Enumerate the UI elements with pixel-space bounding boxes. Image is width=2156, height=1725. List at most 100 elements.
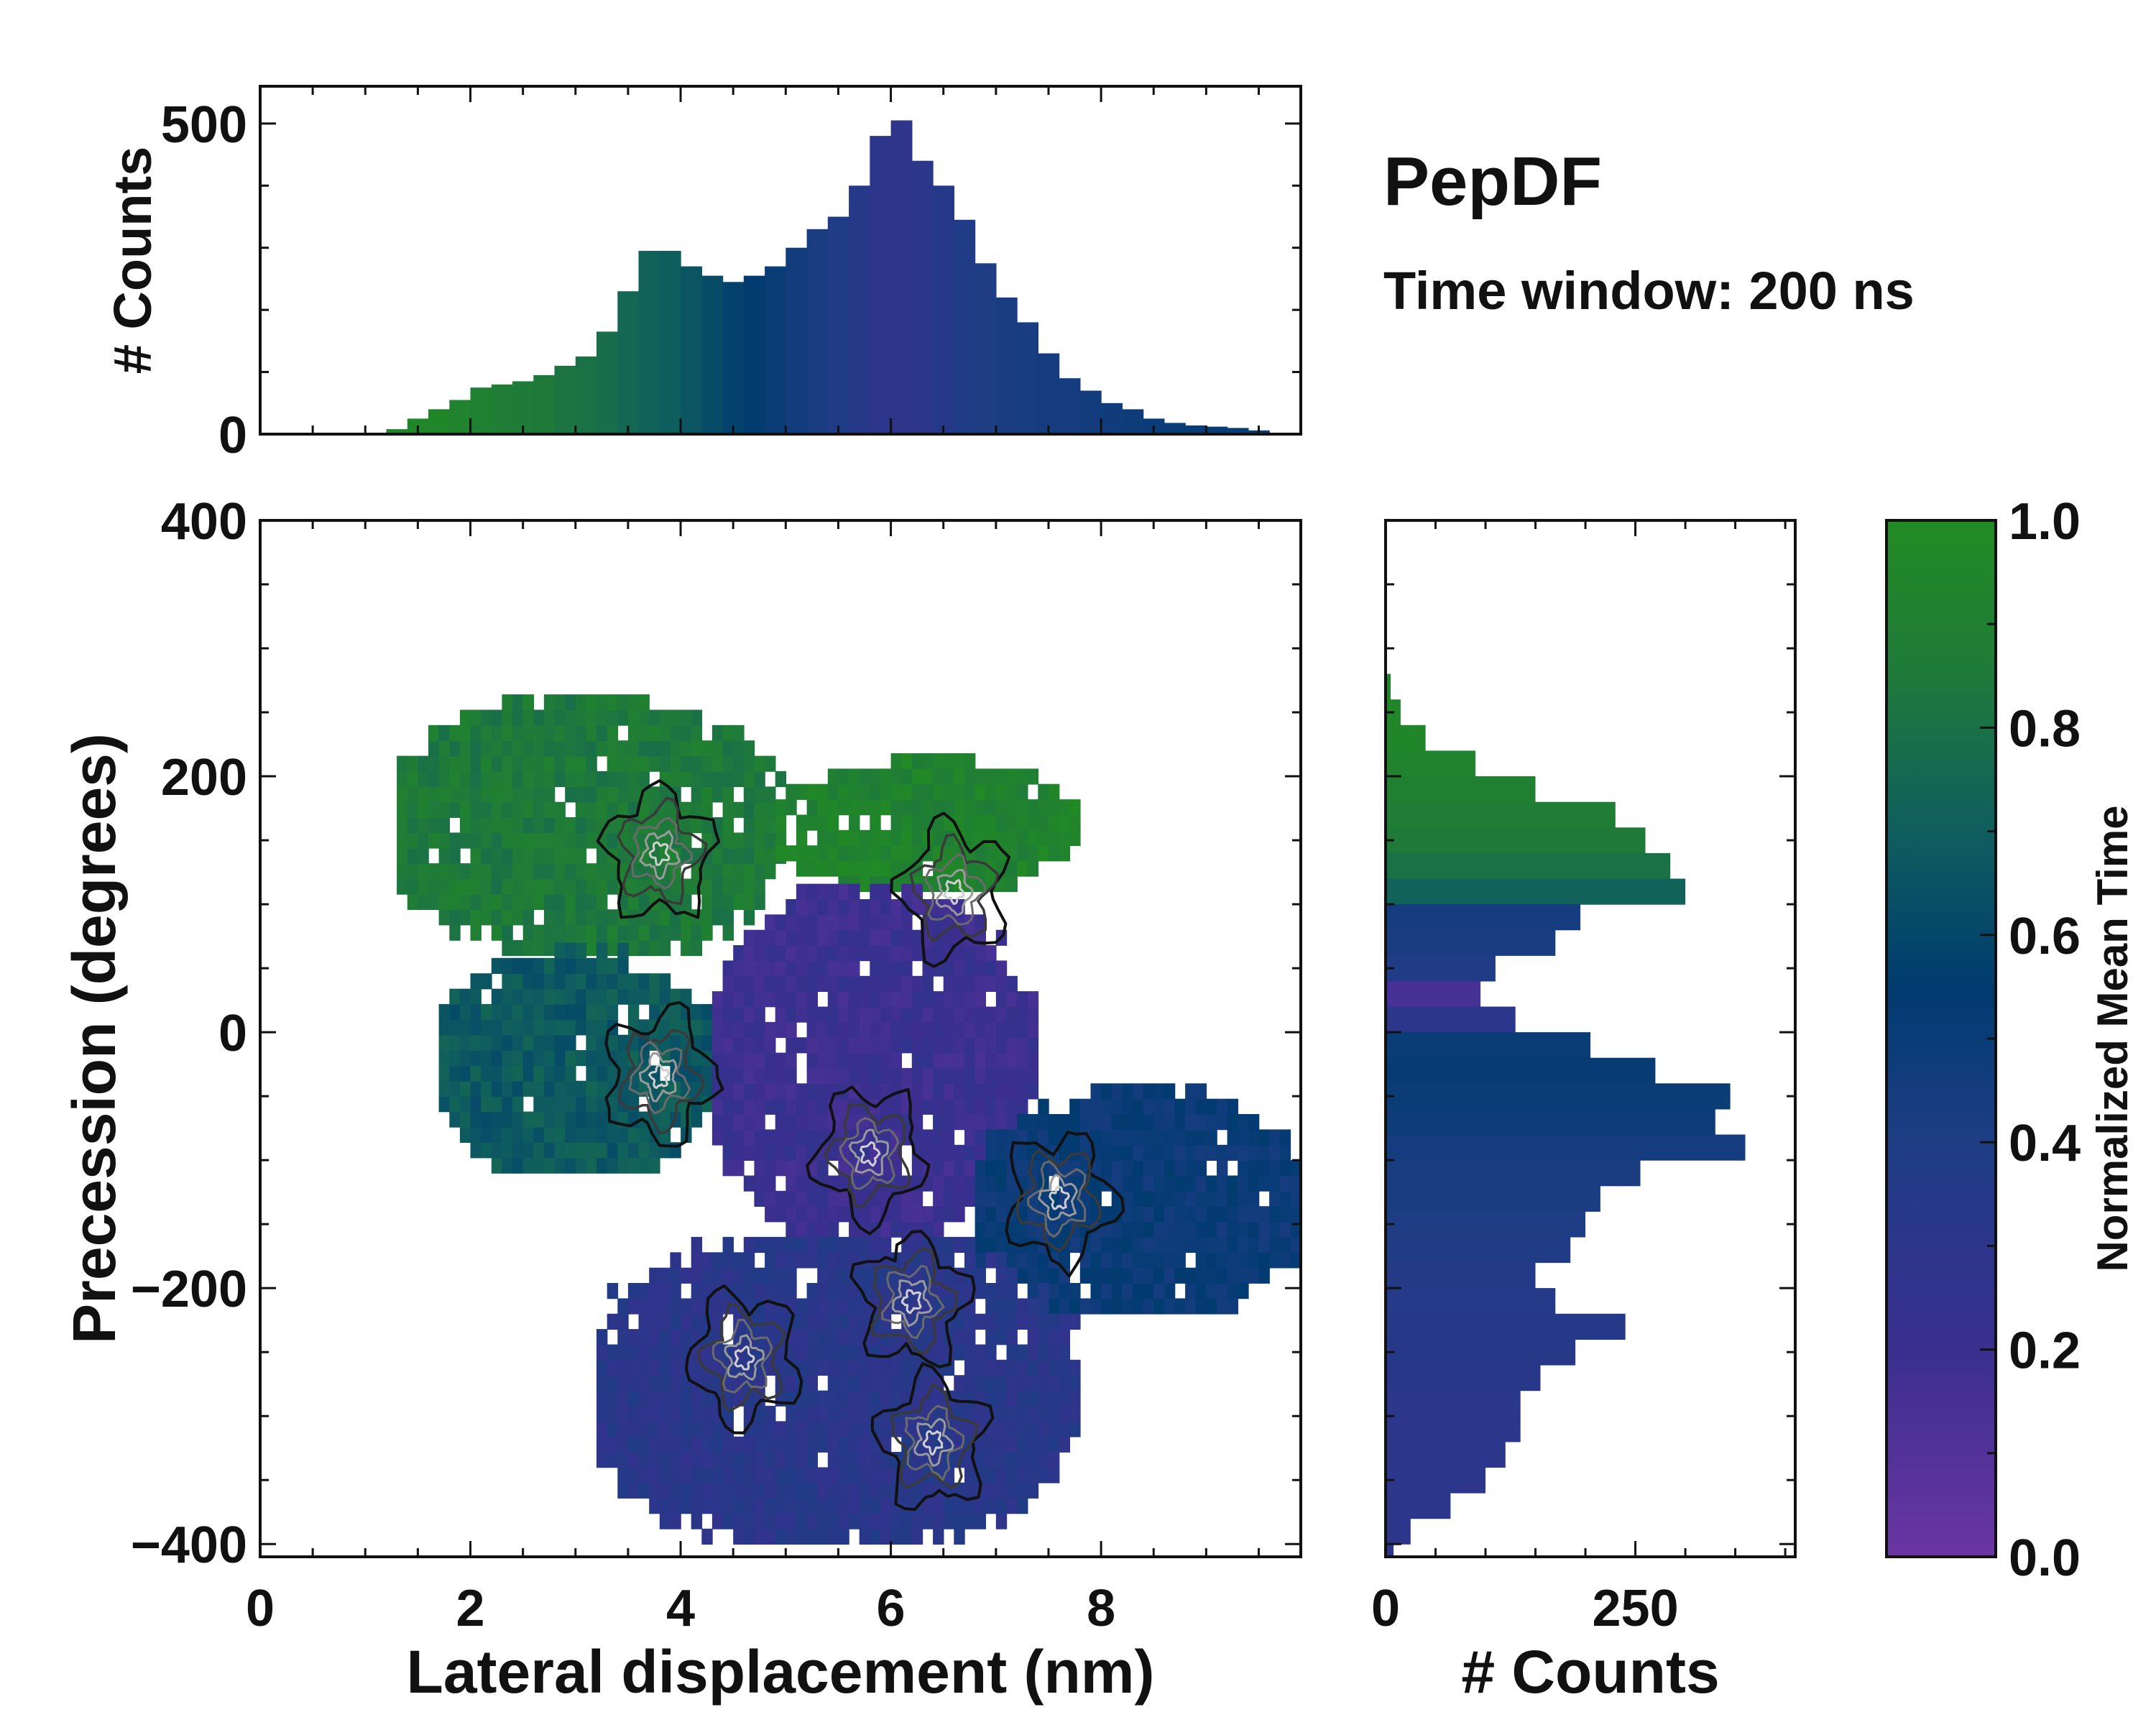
right-histogram-bar: [1386, 1108, 1715, 1136]
top-histogram-bar: [1206, 426, 1228, 434]
right-histogram-tick-label: 0: [1371, 1580, 1400, 1637]
right-histogram-frame: [1384, 519, 1797, 1558]
density-contour: [1005, 1131, 1125, 1278]
right-histogram-bar: [1386, 1493, 1451, 1519]
x-tick-label: 2: [456, 1580, 485, 1637]
top-histogram-bar: [1185, 425, 1207, 434]
top-histogram-bar: [1101, 402, 1123, 434]
top-histogram-bar: [1059, 378, 1081, 434]
density-contour: [648, 841, 671, 866]
right-histogram-bar: [1386, 878, 1686, 905]
top-histogram-bar: [1164, 423, 1186, 434]
top-histogram-bar: [1227, 428, 1249, 434]
right-histogram-bar: [1386, 955, 1496, 982]
x-tick-label: 4: [666, 1580, 695, 1637]
top-histogram-bar: [659, 251, 681, 434]
density-contour: [628, 1040, 691, 1115]
density-contour: [724, 1334, 765, 1381]
colorbar-tick-label: 0.6: [2009, 908, 2081, 965]
top-histogram-bar: [786, 247, 808, 434]
top-histogram-bar: [1122, 409, 1144, 434]
density-contour: [891, 1279, 933, 1328]
top-histogram-bar: [449, 400, 471, 434]
top-histogram-frame: [259, 85, 1302, 436]
density-contour: [870, 1247, 958, 1355]
colorbar-label: Normalized Mean Time: [2088, 805, 2137, 1271]
top-histogram-bar: [701, 275, 724, 434]
right-histogram-bar: [1386, 1185, 1600, 1212]
right-histogram-bar: [1386, 1236, 1571, 1264]
top-histogram-bar: [575, 356, 597, 434]
density-contour: [1027, 1160, 1087, 1238]
density-contour: [924, 853, 987, 926]
x-axis-label: Lateral displacement (nm): [407, 1638, 1155, 1706]
top-histogram-bar: [1038, 353, 1060, 434]
x-tick-label: 0: [246, 1580, 275, 1637]
density-contour: [890, 811, 1011, 968]
right-histogram-bar: [1386, 1390, 1521, 1417]
y-tick-label: −200: [131, 1261, 247, 1318]
top-histogram-bar: [512, 381, 534, 434]
heatmap-region: [596, 1236, 1081, 1545]
heatmap-region: [775, 753, 1081, 893]
density-contour: [880, 1264, 945, 1340]
top-histogram-bar: [596, 331, 618, 434]
right-histogram-bar: [1386, 980, 1481, 1008]
heatmap-region: [711, 883, 1039, 1238]
colorbar-tick-label: 0.4: [2009, 1115, 2081, 1172]
density-contour: [631, 816, 694, 890]
y-axis-label: Precession (degrees): [60, 733, 128, 1344]
density-contour: [604, 1000, 724, 1148]
right-histogram-xlabel: # Counts: [1461, 1638, 1719, 1706]
right-histogram-bar: [1386, 1467, 1485, 1494]
right-histogram-bar: [1386, 1537, 1394, 1557]
top-histogram: 0 500 # Counts: [103, 85, 1302, 464]
right-histogram-bar: [1386, 1057, 1656, 1084]
density-contour: [1049, 1186, 1070, 1210]
right-histogram-bar: [1386, 904, 1581, 931]
right-histogram-bar: [1386, 1211, 1585, 1238]
density-contour: [1037, 1174, 1078, 1221]
top-histogram-bar: [890, 120, 913, 434]
right-histogram-bar: [1386, 1416, 1521, 1443]
top-histogram-tick-label: 500: [161, 96, 247, 154]
density-contour: [935, 868, 974, 916]
right-histogram-bar: [1386, 1288, 1556, 1315]
right-histogram-bar: [1386, 1365, 1541, 1392]
density-contour: [890, 1383, 979, 1489]
right-histogram-bar: [1386, 724, 1426, 751]
top-histogram-bar: [911, 160, 934, 434]
heatmap-region: [438, 942, 713, 1174]
top-histogram-bar: [638, 251, 660, 434]
right-histogram-bar: [1386, 1262, 1536, 1289]
density-contour: [913, 1417, 954, 1467]
colorbar: 0.0 0.2 0.4 0.6 0.8 1.0 Normalized Mean Time: [1885, 493, 2137, 1587]
top-histogram-bar: [870, 136, 892, 434]
right-histogram-bar: [1386, 1006, 1516, 1033]
right-histogram-bar: [1386, 827, 1646, 854]
density-contour: [904, 1404, 965, 1481]
right-histogram-bar: [1386, 1313, 1626, 1340]
right-histogram-bar: [1386, 776, 1536, 803]
top-histogram-ylabel: # Counts: [103, 147, 162, 374]
top-histogram-bar: [1079, 390, 1102, 434]
chart-title: PepDF: [1383, 143, 1602, 220]
colorbar-gradient: [1885, 519, 1997, 1558]
top-histogram-bar: [554, 365, 576, 434]
y-tick-label: 400: [161, 493, 247, 551]
density-contour: [870, 1362, 995, 1512]
y-tick-label: 200: [161, 749, 247, 806]
top-histogram-bar: [386, 429, 408, 434]
chart-subtitle: Time window: 200 ns: [1383, 261, 1915, 321]
top-histogram-tick-label: 0: [218, 407, 247, 464]
top-histogram-bar: [722, 282, 745, 434]
right-histogram: 0 250 # Counts: [1371, 519, 1797, 1706]
density-contour: [909, 833, 1000, 942]
y-tick-label: 0: [218, 1005, 247, 1062]
top-histogram-bar: [743, 275, 765, 434]
right-histogram-bar: [1386, 1441, 1506, 1468]
heatmap-region: [975, 1083, 1301, 1315]
top-histogram-bar: [533, 374, 556, 434]
density-contour: [697, 1302, 786, 1412]
